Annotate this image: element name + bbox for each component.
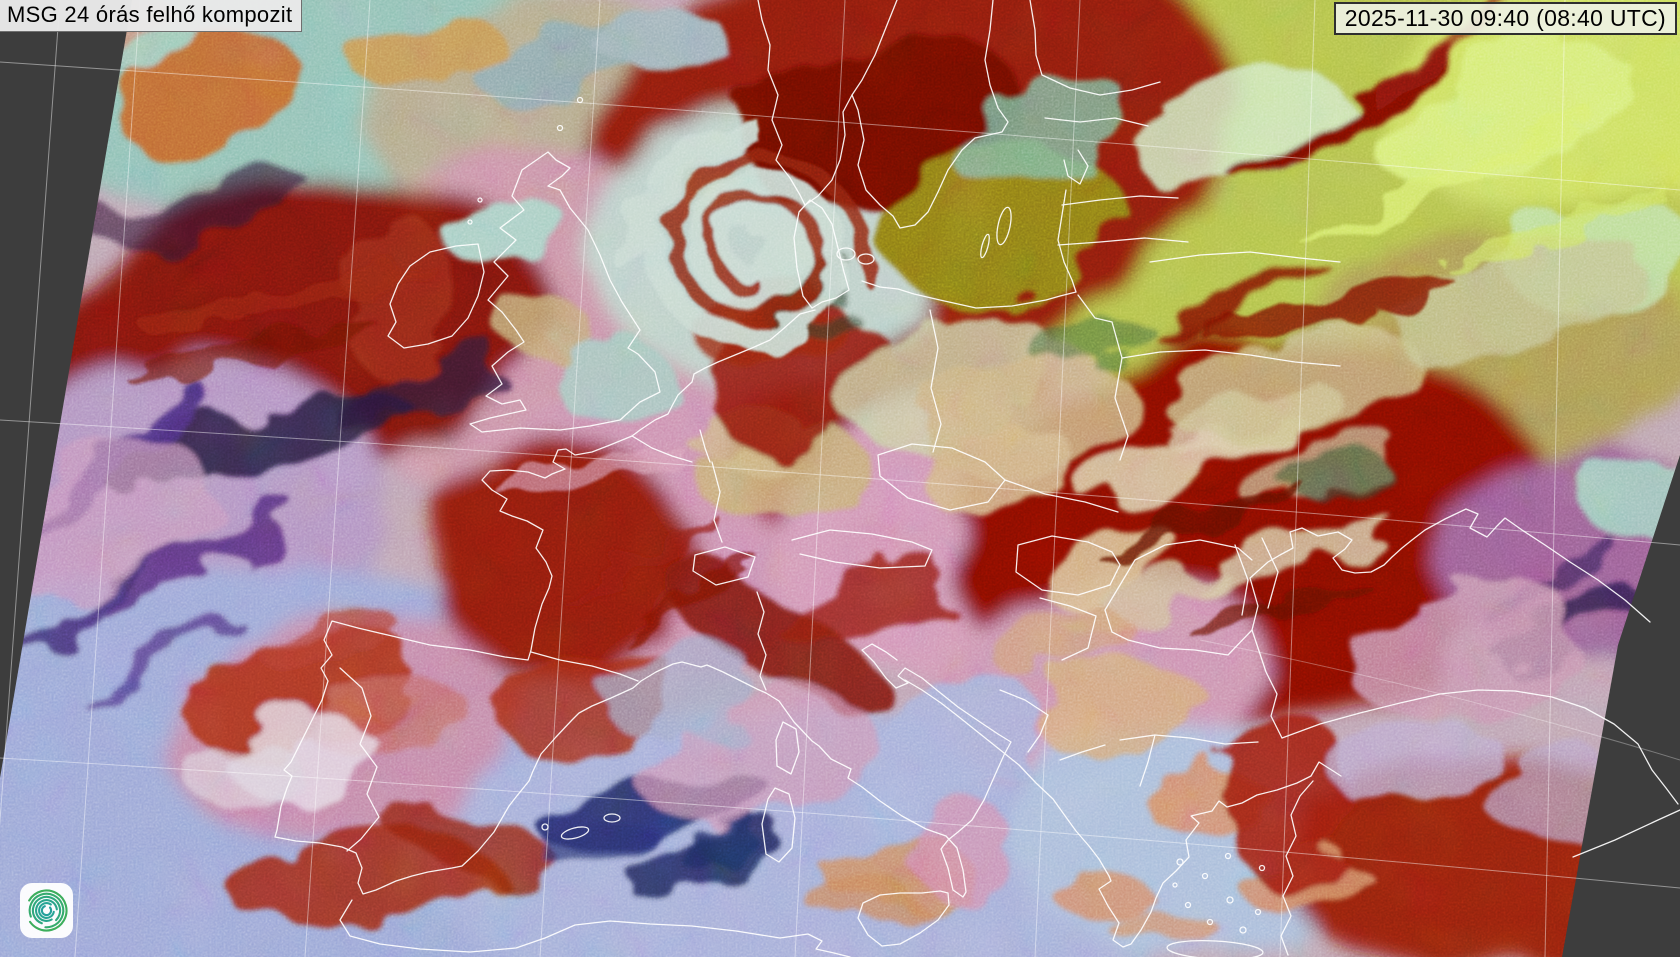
border-belarus-ukraine (1121, 251, 1341, 367)
coastline-sardinia (761, 787, 796, 863)
border-serbia (1039, 597, 1097, 661)
coastline-scandinavia (757, 0, 1009, 229)
border-austria (791, 529, 933, 569)
coastline-ireland (387, 243, 485, 349)
border-moldova (1234, 537, 1279, 616)
coastline-corsica (775, 721, 800, 775)
product-label: MSG 24 órás felhő kompozit (0, 0, 303, 32)
coastline-sicily (857, 890, 950, 947)
timestamp-label: 2025-11-30 09:40 (08:40 UTC) (1333, 2, 1677, 35)
border-spain-portugal (339, 667, 380, 852)
border-germany-poland (929, 309, 942, 453)
border-switzerland (692, 546, 756, 586)
coastline-turkey-north (1281, 689, 1679, 805)
border-france-east (631, 429, 767, 691)
border-romania (1104, 539, 1253, 656)
coastline-adriatic-greece (904, 679, 1342, 948)
coastline-crete (1166, 940, 1264, 957)
cyclone-spiral-logo (20, 883, 73, 938)
coastline-great-britain (469, 151, 661, 433)
border-hungary (1015, 535, 1121, 596)
border-pyrenees (530, 651, 639, 682)
coastline-aegean-turkey (1280, 780, 1314, 956)
border-slovakia (1004, 479, 1119, 513)
border-balkans (999, 689, 1259, 787)
coastline-black-sea (1249, 508, 1651, 739)
border-czechia (877, 443, 1006, 511)
coastline-continental-europe (274, 309, 1012, 898)
country-borders (274, 0, 1680, 957)
coastline-north-africa (339, 899, 851, 957)
coastline-baltic (861, 189, 1077, 309)
logo-spiral-icon (25, 889, 68, 932)
border-baltic-states (1057, 195, 1189, 246)
coastline-denmark (793, 199, 850, 309)
